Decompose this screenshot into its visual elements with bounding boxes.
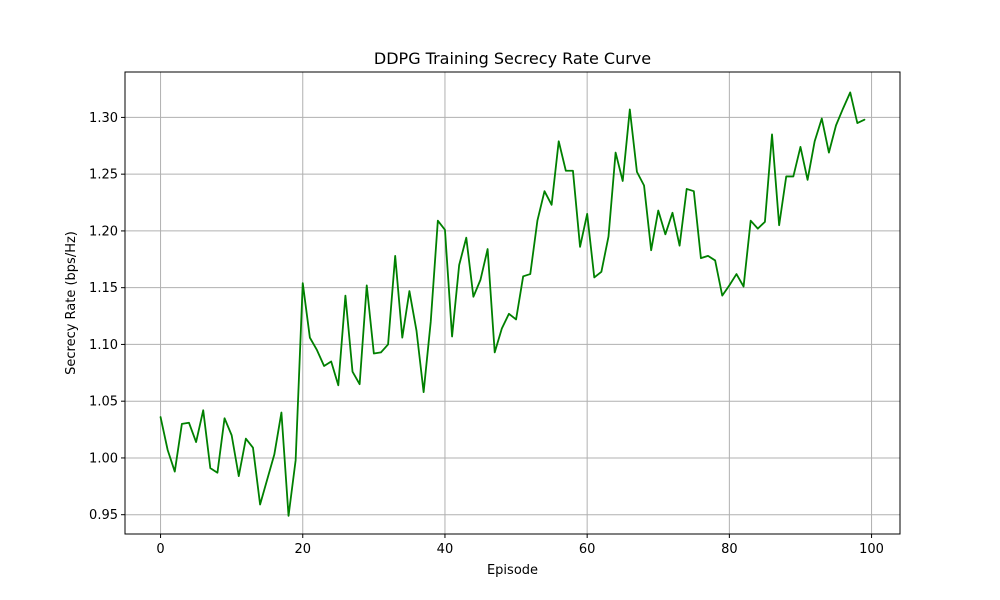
y-tick-label: 1.20 [89, 224, 118, 239]
y-tick-label: 1.05 [89, 395, 118, 410]
x-tick-label: 20 [294, 542, 311, 557]
series-layer [159, 91, 866, 517]
x-tick-label: 60 [579, 542, 596, 557]
x-tick-label: 40 [437, 542, 454, 557]
y-axis-label: Secrecy Rate (bps/Hz) [64, 231, 79, 375]
series-line [159, 91, 866, 517]
x-tick-label: 80 [721, 542, 738, 557]
y-tick-label: 1.25 [89, 168, 118, 183]
y-tick-label: 1.15 [89, 281, 118, 296]
x-axis-label: Episode [487, 563, 538, 578]
y-tick-label: 1.00 [89, 451, 118, 466]
y-tick-label: 0.95 [89, 508, 118, 523]
y-axis: 0.95 1.00 1.05 1.10 1.15 1.20 1.25 1.30 [89, 111, 125, 523]
x-tick-label: 100 [859, 542, 884, 557]
x-tick-label: 0 [156, 542, 164, 557]
plot-frame [124, 71, 901, 535]
x-axis: 0 20 40 60 80 100 [156, 534, 884, 557]
y-tick-label: 1.10 [89, 338, 118, 353]
chart-title: DDPG Training Secrecy Rate Curve [374, 49, 651, 68]
y-tick-label: 1.30 [89, 111, 118, 126]
grid [125, 72, 900, 534]
